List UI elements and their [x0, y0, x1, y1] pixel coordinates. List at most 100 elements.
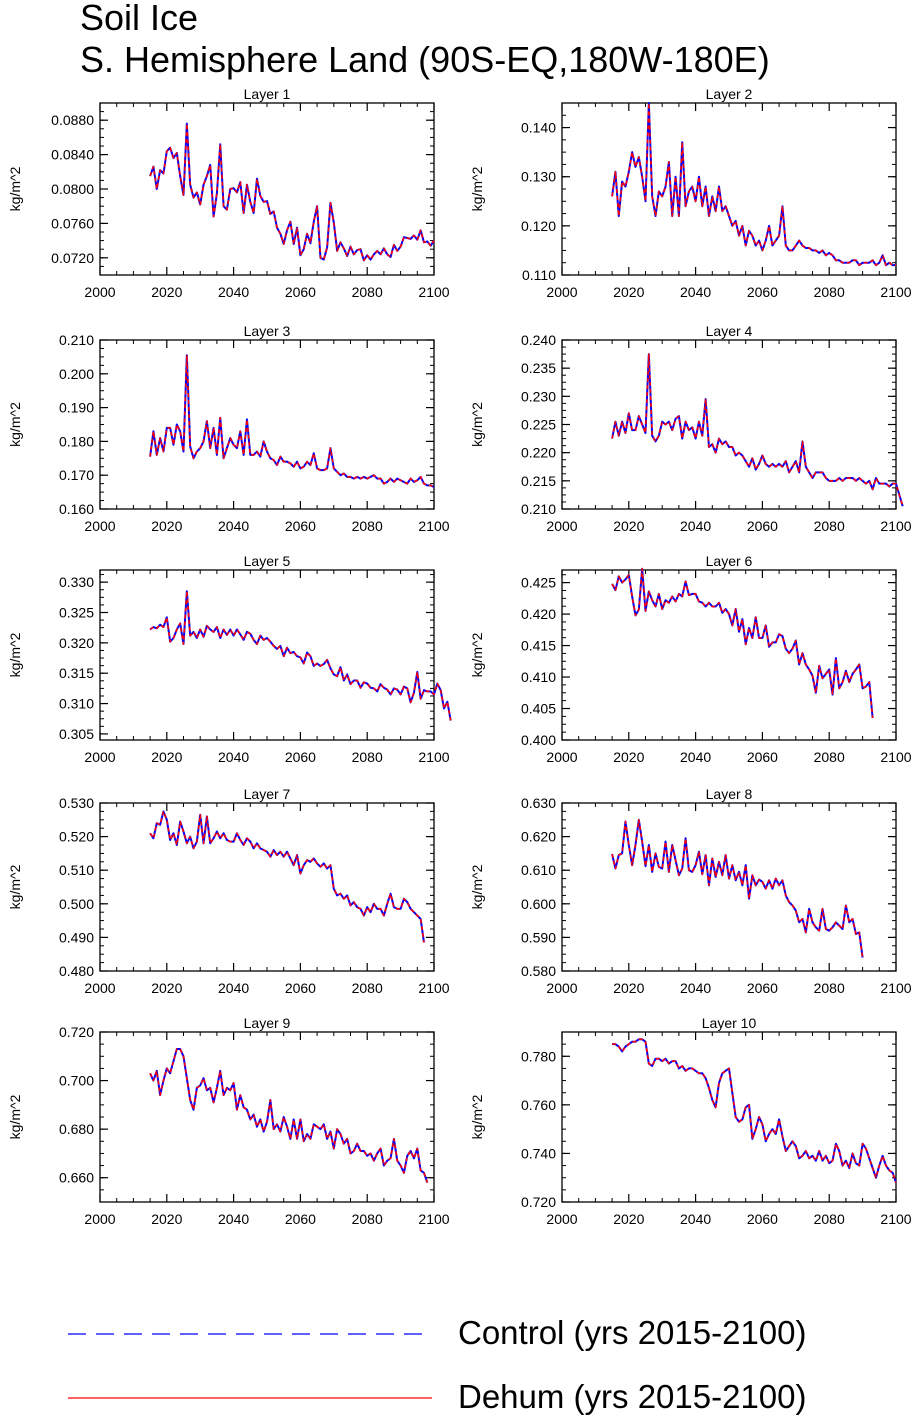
x-tick-label: 2020: [613, 980, 644, 996]
x-tick-label: 2080: [352, 1211, 383, 1227]
plot-frame: [99, 569, 435, 741]
series-control-line: [611, 818, 864, 958]
y-tick-label: 0.405: [521, 701, 556, 717]
y-tick-label: 0.580: [521, 963, 556, 979]
x-tick-label: 2040: [218, 749, 249, 765]
x-tick-label: 2020: [151, 1211, 182, 1227]
y-tick-label: 0.0720: [51, 250, 94, 266]
y-tick-label: 0.120: [521, 218, 556, 234]
series-control-line: [611, 353, 904, 507]
panel-title: Layer 6: [706, 553, 753, 569]
panel-6: Layer 6 kg/m^2 2000 2020 2040 2060 2080 2100 0.4…: [469, 553, 912, 765]
x-tick-label: 2040: [218, 518, 249, 534]
y-tick-label: 0.510: [59, 862, 94, 878]
x-tick-label: 2000: [84, 749, 115, 765]
y-axis-label: kg/m^2: [7, 864, 23, 909]
series-dehum-line: [149, 1048, 429, 1183]
panel-title: Layer 7: [244, 786, 291, 802]
y-axis-label: kg/m^2: [7, 402, 23, 447]
y-tick-label: 0.215: [521, 473, 556, 489]
y-tick-label: 0.410: [521, 669, 556, 685]
y-tick-label: 0.720: [59, 1024, 94, 1040]
y-tick-label: 0.0760: [51, 215, 94, 231]
y-axis-label: kg/m^2: [7, 632, 23, 677]
x-tick-label: 2080: [352, 284, 383, 300]
x-tick-label: 2040: [680, 749, 711, 765]
y-tick-label: 0.700: [59, 1073, 94, 1089]
series-dehum-line: [149, 122, 435, 262]
x-tick-label: 2040: [218, 980, 249, 996]
series-control-line: [149, 590, 452, 721]
x-tick-label: 2000: [546, 749, 577, 765]
plot-frame: [561, 802, 897, 972]
x-tick-label: 2060: [747, 284, 778, 300]
panel-10: Layer 10 kg/m^2 2000 2020 2040 2060 2080 2100 0.…: [469, 1015, 912, 1227]
plot-frame: [561, 339, 897, 510]
panel-title: Layer 8: [706, 786, 753, 802]
x-tick-label: 2020: [613, 749, 644, 765]
y-tick-label: 0.160: [59, 501, 94, 517]
figure-title: Soil Ice: [80, 0, 199, 38]
x-tick-label: 2000: [546, 284, 577, 300]
y-tick-label: 0.760: [521, 1097, 556, 1113]
y-tick-label: 0.780: [521, 1048, 556, 1064]
x-tick-label: 2100: [880, 749, 911, 765]
y-tick-label: 0.130: [521, 169, 556, 185]
series-control-line: [612, 1038, 897, 1183]
y-tick-label: 0.630: [521, 795, 556, 811]
x-tick-label: 2100: [418, 284, 449, 300]
panel-title: Layer 5: [244, 553, 291, 569]
panel-title: Layer 10: [702, 1015, 757, 1031]
x-tick-label: 2060: [747, 980, 778, 996]
y-tick-label: 0.520: [59, 829, 94, 845]
panel-3: Layer 3 kg/m^2 2000 2020 2040 2060 2080 2100 0.1…: [7, 323, 450, 534]
y-tick-label: 0.600: [521, 896, 556, 912]
series-dehum-line: [612, 1038, 897, 1183]
x-tick-label: 2080: [814, 284, 845, 300]
x-tick-label: 2020: [151, 284, 182, 300]
panel-2: Layer 2 kg/m^2 2000 2020 2040 2060 2080 2100 0.1…: [469, 86, 912, 300]
x-tick-label: 2040: [680, 1211, 711, 1227]
y-tick-label: 0.240: [521, 332, 556, 348]
y-tick-label: 0.425: [521, 575, 556, 591]
y-tick-label: 0.400: [521, 732, 556, 748]
y-tick-label: 0.500: [59, 896, 94, 912]
x-tick-label: 2100: [418, 980, 449, 996]
x-tick-label: 2100: [418, 1211, 449, 1227]
x-tick-label: 2040: [218, 1211, 249, 1227]
y-tick-label: 0.490: [59, 929, 94, 945]
y-tick-label: 0.310: [59, 696, 94, 712]
y-tick-label: 0.415: [521, 638, 556, 654]
panel-title: Layer 1: [244, 86, 291, 102]
panel-5: Layer 5 kg/m^2 2000 2020 2040 2060 2080 2100 0.3…: [7, 553, 452, 765]
y-tick-label: 0.530: [59, 795, 94, 811]
y-axis-label: kg/m^2: [469, 632, 485, 677]
x-tick-label: 2060: [747, 518, 778, 534]
panel-title: Layer 3: [244, 323, 291, 339]
panel-7: Layer 7 kg/m^2 2000 2020 2040 2060 2080 2100 0.4…: [7, 786, 450, 996]
y-tick-label: 0.110: [522, 267, 556, 283]
y-tick-label: 0.235: [521, 360, 556, 376]
y-tick-label: 0.315: [59, 665, 94, 681]
y-tick-label: 0.590: [521, 929, 556, 945]
series-dehum-line: [611, 567, 874, 719]
x-tick-label: 2060: [285, 749, 316, 765]
x-tick-label: 2000: [84, 1211, 115, 1227]
x-tick-label: 2000: [84, 284, 115, 300]
x-tick-label: 2020: [613, 284, 644, 300]
legend-dehum-label: Dehum (yrs 2015-2100): [458, 1378, 807, 1415]
series-dehum-line: [149, 590, 452, 721]
series-control-line: [149, 810, 425, 943]
x-tick-label: 2000: [84, 980, 115, 996]
x-tick-label: 2080: [352, 518, 383, 534]
y-tick-label: 0.230: [521, 388, 556, 404]
y-tick-label: 0.210: [521, 501, 556, 517]
x-tick-label: 2060: [285, 980, 316, 996]
y-tick-label: 0.680: [59, 1121, 94, 1137]
y-tick-label: 0.190: [59, 400, 94, 416]
x-tick-label: 2020: [151, 749, 182, 765]
x-tick-label: 2020: [151, 518, 182, 534]
x-tick-label: 2060: [747, 749, 778, 765]
